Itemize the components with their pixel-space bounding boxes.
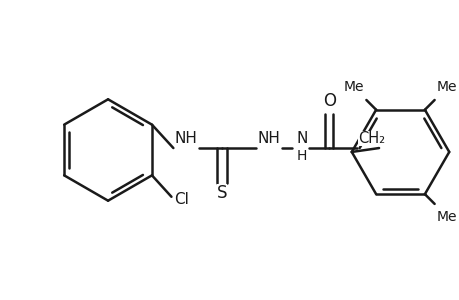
Text: O: O	[322, 92, 335, 110]
Text: H: H	[296, 149, 307, 163]
Text: Me: Me	[436, 80, 457, 94]
Text: Cl: Cl	[174, 192, 188, 207]
Text: Me: Me	[436, 210, 457, 224]
Text: CH₂: CH₂	[357, 131, 384, 146]
Text: NH: NH	[257, 131, 280, 146]
Text: N: N	[296, 131, 307, 146]
Text: NH: NH	[174, 131, 197, 146]
Text: S: S	[216, 184, 227, 202]
Text: Me: Me	[343, 80, 363, 94]
